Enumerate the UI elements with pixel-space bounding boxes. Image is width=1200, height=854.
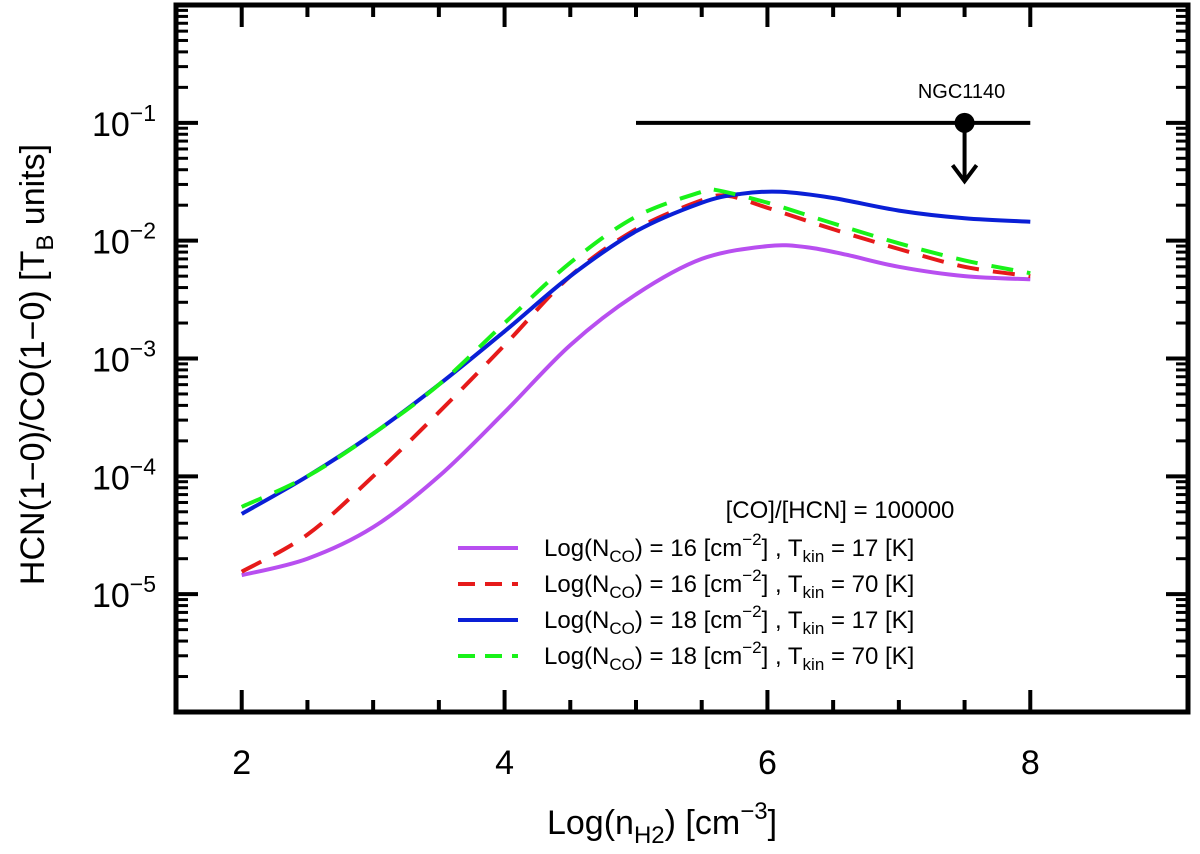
x-tick-label: 6 [758, 744, 777, 782]
upper-limit-arrow-head [950, 163, 979, 185]
y-tick-label: 10−1 [92, 100, 156, 144]
series-layer [240, 186, 1031, 578]
x-tick-label: 8 [1021, 744, 1040, 782]
legend: [CO]/[HCN] = 100000 Log(NCO) = 16 [cm−2] … [458, 497, 954, 674]
axes-layer: 2 4 6 8 10−5 10−4 10−3 10−2 10−1 Log(nH2) [cm−3] H… [14, 2, 1191, 849]
x-axis-title: Log(nH2) [cm−3] [547, 798, 777, 849]
legend-label-4: Log(NCO) = 18 [cm−2] , Tkin = 70 [K] [544, 638, 914, 674]
series-line-1 [241, 243, 1031, 578]
series-line-4 [240, 186, 1031, 509]
y-axis-title: HCN(1−0)/CO(1−0) [TB units] [14, 144, 59, 585]
upper-limit-point [954, 112, 975, 133]
x-tick-label: 2 [232, 744, 251, 782]
y-tick-label: 10−4 [92, 453, 156, 497]
y-tick-label: 10−2 [92, 218, 156, 262]
legend-label-1: Log(NCO) = 16 [cm−2] , Tkin = 17 [K] [544, 530, 914, 566]
y-tick-label: 10−5 [92, 571, 156, 615]
legend-label-2: Log(NCO) = 16 [cm−2] , Tkin = 70 [K] [544, 566, 914, 602]
upper-limit-label: NGC1140 [918, 81, 1005, 103]
legend-header: [CO]/[HCN] = 100000 [726, 497, 955, 524]
legend-label-3: Log(NCO) = 18 [cm−2] , Tkin = 17 [K] [544, 602, 914, 638]
y-tick-label: 10−3 [92, 336, 156, 380]
series-line-2 [240, 193, 1031, 574]
annotation-layer: NGC1140 [636, 81, 1031, 185]
x-tick-label: 4 [495, 744, 514, 782]
